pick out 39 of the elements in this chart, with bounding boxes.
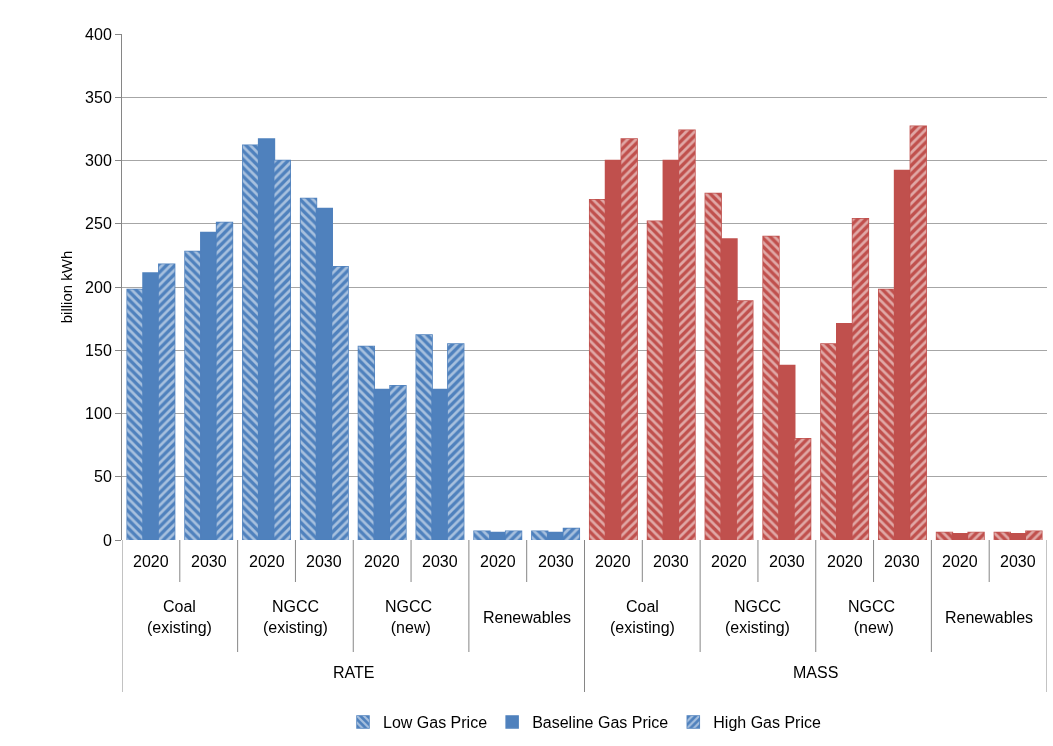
- y-tick-label: 50: [94, 468, 112, 486]
- x-tick-label: 2020: [595, 553, 631, 570]
- x-tick-label: 2030: [884, 553, 920, 570]
- text: NGCC (existing): [263, 598, 328, 636]
- text: Coal (existing): [610, 598, 675, 636]
- text: NGCC (new): [848, 598, 900, 636]
- text: Coal (existing): [147, 598, 212, 636]
- x-tick-label: 2020: [827, 553, 863, 570]
- legend-label: Low Gas Price: [383, 714, 488, 732]
- x-tick-label: 2030: [191, 553, 227, 570]
- x-tick-label: 2020: [480, 553, 516, 570]
- text: Renewables: [945, 609, 1034, 626]
- y-tick-label: 150: [85, 341, 112, 359]
- legend-label: High Gas Price: [713, 714, 821, 732]
- x-tick-label: 2020: [942, 553, 978, 570]
- text: RATE: [333, 664, 375, 681]
- text: NGCC (new): [385, 598, 437, 636]
- y-tick-label: 100: [85, 405, 112, 423]
- text: MASS: [793, 664, 839, 681]
- x-tick-label: 2030: [538, 553, 574, 570]
- legend-label: Baseline Gas Price: [532, 714, 669, 732]
- x-tick-label: 2020: [249, 553, 285, 570]
- x-tick-label: 2030: [306, 553, 342, 570]
- y-tick-label: 400: [85, 25, 112, 43]
- text: NGCC (existing): [725, 598, 790, 636]
- y-axis-title: billion kWh: [58, 250, 76, 324]
- y-tick-label: 300: [85, 152, 112, 170]
- x-tick-label: 2020: [711, 553, 747, 570]
- x-tick-label: 2020: [364, 553, 400, 570]
- x-tick-label: 2020: [133, 553, 169, 570]
- x-tick-label: 2030: [422, 553, 458, 570]
- x-tick-label: 2030: [1000, 553, 1036, 570]
- y-tick-label: 0: [102, 531, 112, 549]
- x-tick-label: 2030: [653, 553, 689, 570]
- y-tick-label: 350: [85, 88, 112, 106]
- x-tick-label: 2030: [769, 553, 805, 570]
- text: Renewables: [483, 609, 572, 626]
- y-tick-label: 200: [85, 278, 112, 296]
- y-tick-label: 250: [85, 215, 112, 233]
